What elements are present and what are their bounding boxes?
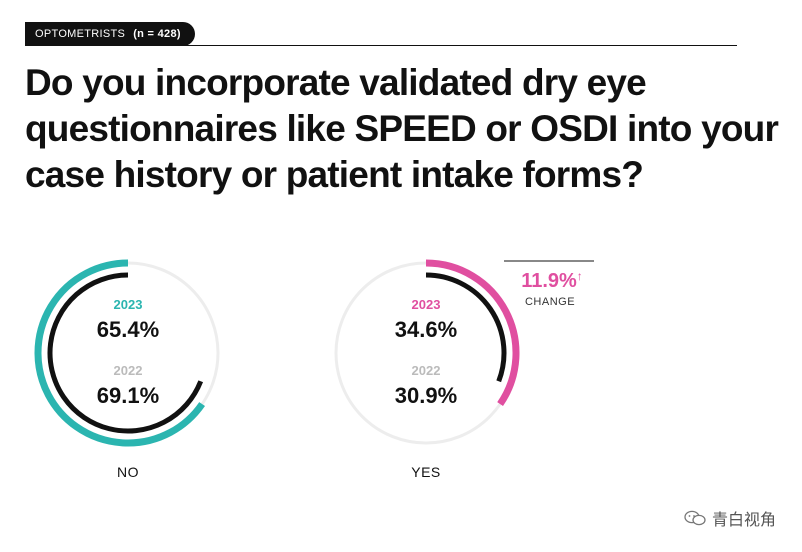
donut-no-arc-2023 [34,259,205,447]
donut-no-year-2023: 2023 [114,297,143,312]
donut-yes-year-2023: 2023 [412,297,441,312]
donut-yes-arc-2023 [425,259,520,407]
donut-yes-value-2023: 34.6% [395,317,457,342]
donut-no-arc-2022 [47,272,204,434]
donut-no-year-2022: 2022 [114,363,143,378]
respondent-count: (n = 428) [133,28,181,40]
change-value-text: 11.9% [521,270,577,292]
donut-yes: 2023 34.6% 2022 30.9% YES 11.9%↑ CHANGE [334,259,594,480]
donut-yes-value-2022: 30.9% [395,383,457,408]
donut-no-value-2023: 65.4% [97,317,159,342]
change-up-arrow-icon: ↑ [577,269,583,283]
donut-no-value-2022: 69.1% [97,383,159,408]
question-title: Do you incorporate validated dry eye que… [25,62,779,195]
respondent-tag: OPTOMETRISTS (n = 428) [25,22,195,46]
change-value: 11.9%↑ [521,269,583,292]
donut-yes-year-2022: 2022 [412,363,441,378]
watermark-text: 青白视角 [711,512,776,529]
donut-no: 2023 65.4% 2022 69.1% NO [34,259,220,480]
donut-no-label: NO [117,464,139,480]
change-label: CHANGE [525,296,575,308]
donut-yes-label: YES [411,464,441,480]
wechat-icon [684,510,706,526]
donut-yes-arc-2022 [425,272,507,383]
watermark: 青白视角 [684,506,776,530]
header-divider [25,45,737,46]
respondent-tag-label: OPTOMETRISTS [35,28,126,40]
